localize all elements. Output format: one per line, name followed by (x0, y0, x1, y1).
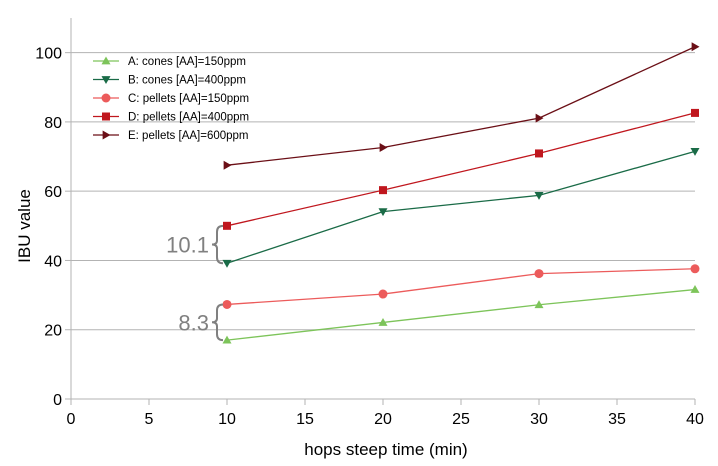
x-tick-label-20: 20 (374, 411, 392, 428)
data-point (691, 108, 699, 117)
data-point (223, 160, 232, 170)
axes (65, 18, 696, 405)
x-tick-label-15: 15 (296, 411, 314, 428)
y-tick-label-0: 0 (53, 392, 62, 409)
data-point (534, 269, 544, 279)
legend: A: cones [AA]=150ppm B: cones [AA]=400ppm… (93, 56, 249, 142)
data-point (690, 285, 700, 293)
x-tick-label-25: 25 (452, 411, 470, 428)
x-tick-label-35: 35 (608, 411, 626, 428)
series-b (222, 147, 700, 268)
annotation-2: 8.3 (178, 303, 224, 342)
data-point (223, 221, 231, 230)
legend-label: E: pellets [AA]=600ppm (128, 130, 249, 142)
data-point (378, 317, 388, 326)
series-line (226, 268, 696, 306)
series-d (223, 108, 699, 230)
series-line (226, 150, 696, 264)
legend-marker (102, 130, 111, 140)
annotation-label: 10.1 (166, 233, 209, 258)
data-point (690, 264, 700, 274)
legend-item-a: A: cones [AA]=150ppm (93, 56, 246, 68)
series-c (222, 264, 700, 309)
legend-label: A: cones [AA]=150ppm (128, 56, 246, 68)
legend-item-c: C: pellets [AA]=150ppm (93, 93, 249, 105)
data-point (222, 335, 232, 344)
series-line (226, 46, 696, 166)
brace-icon (211, 303, 224, 342)
annotations-group: 10.1 8.3 (166, 224, 224, 342)
legend-marker (101, 76, 111, 84)
x-tick-label-0: 0 (67, 411, 76, 428)
x-axis-title: hops steep time (min) (304, 440, 467, 459)
y-tick-labels: 0 20 40 60 80 100 (35, 46, 62, 409)
series-group (222, 42, 700, 344)
series-a (222, 285, 700, 344)
data-point (535, 113, 544, 123)
y-tick-label-60: 60 (44, 184, 62, 201)
legend-marker (102, 112, 110, 121)
y-tick-label-40: 40 (44, 253, 62, 270)
legend-item-b: B: cones [AA]=400ppm (93, 75, 246, 87)
legend-label: D: pellets [AA]=400ppm (128, 112, 249, 124)
data-point (690, 147, 700, 156)
x-tick-labels: 0 5 10 15 20 25 30 35 40 (67, 411, 704, 428)
data-point (222, 259, 232, 268)
legend-marker (101, 56, 111, 65)
legend-item-d: D: pellets [AA]=400ppm (93, 112, 249, 124)
brace-icon (211, 224, 224, 265)
x-tick-label-10: 10 (218, 411, 236, 428)
data-point (534, 191, 544, 200)
series-e (223, 42, 700, 170)
legend-label: B: cones [AA]=400ppm (128, 75, 246, 87)
data-point (691, 42, 700, 52)
series-line (226, 288, 696, 341)
x-tick-label-5: 5 (145, 411, 154, 428)
data-point (222, 299, 232, 309)
series-line (226, 112, 696, 227)
legend-label: C: pellets [AA]=150ppm (128, 93, 249, 105)
x-tick-label-30: 30 (530, 411, 548, 428)
data-point (378, 208, 388, 217)
data-point (534, 300, 544, 309)
legend-item-e: E: pellets [AA]=600ppm (93, 130, 249, 142)
y-tick-label-80: 80 (44, 115, 62, 132)
data-point (378, 289, 388, 299)
data-point (379, 186, 387, 195)
y-axis-title: IBU value (15, 189, 34, 263)
data-point (379, 143, 388, 153)
annotation-label: 8.3 (178, 310, 209, 335)
x-tick-label-40: 40 (686, 411, 704, 428)
data-point (535, 149, 543, 158)
y-tick-label-20: 20 (44, 323, 62, 340)
y-tick-label-100: 100 (35, 46, 62, 63)
legend-marker (101, 93, 111, 103)
annotation-1: 10.1 (166, 224, 224, 265)
